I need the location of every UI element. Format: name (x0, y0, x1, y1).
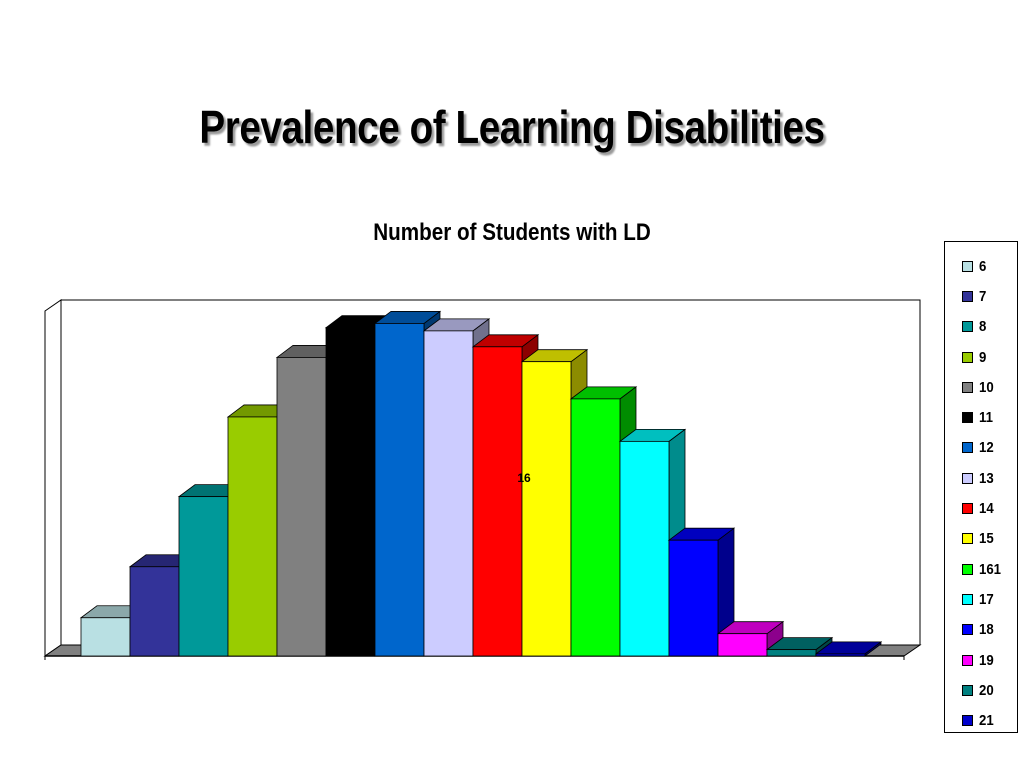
legend-label: 9 (979, 348, 987, 366)
legend-swatch (962, 563, 973, 575)
bar-front-7 (129, 566, 180, 657)
bar-front-9 (227, 416, 278, 657)
legend-item-14: 14 (962, 493, 1017, 523)
legend-item-17: 17 (962, 584, 1017, 614)
legend-item-6: 6 (962, 251, 1017, 281)
bar-front-15 (521, 361, 572, 657)
slide-title: Prevalence of Learning Disabilities (199, 101, 825, 153)
legend-item-15: 15 (962, 524, 1017, 554)
legend-swatch (962, 381, 973, 393)
legend-item-18: 18 (962, 615, 1017, 645)
chart-title: Number of Students with LD (373, 219, 651, 246)
legend-swatch (962, 624, 973, 636)
bar-20 (765, 636, 834, 657)
legend-swatch (962, 321, 973, 333)
legend-item-19: 19 (962, 645, 1017, 675)
bar-front-20 (766, 649, 817, 657)
legend-label: 13 (979, 469, 994, 487)
legend-item-8: 8 (962, 312, 1017, 342)
legend-label: 161 (979, 560, 1002, 578)
chart-legend: 6 7 8 9 10 11 12 13 14 15 161 17 18 19 20 21 (944, 241, 1018, 733)
legend-label: 11 (979, 409, 993, 427)
legend-item-13: 13 (962, 463, 1017, 493)
legend-swatch (962, 684, 973, 696)
legend-item-161: 161 (962, 554, 1017, 584)
legend-label: 17 (979, 590, 994, 608)
legend-swatch (962, 442, 973, 454)
legend-item-20: 20 (962, 675, 1017, 705)
bar-18 (667, 527, 736, 657)
bar-front-18 (668, 539, 719, 657)
bar-front-17 (619, 440, 670, 657)
legend-swatch (962, 715, 973, 727)
legend-swatch (962, 593, 973, 605)
legend-swatch (962, 260, 973, 272)
legend-label: 10 (979, 378, 994, 396)
legend-label: 7 (979, 287, 987, 305)
legend-swatch (962, 654, 973, 666)
bar-front-13 (423, 330, 474, 657)
legend-label: 8 (979, 318, 987, 336)
legend-item-7: 7 (962, 281, 1017, 311)
legend-label: 19 (979, 651, 994, 669)
legend-item-9: 9 (962, 342, 1017, 372)
legend-label: 12 (979, 439, 994, 457)
legend-label: 6 (979, 257, 987, 275)
legend-label: 21 (979, 712, 994, 730)
legend-item-12: 12 (962, 433, 1017, 463)
bar-front-161 (570, 398, 621, 657)
legend-label: 18 (979, 621, 994, 639)
bar-front-6 (80, 617, 131, 657)
legend-item-10: 10 (962, 372, 1017, 402)
legend-swatch (962, 503, 973, 515)
legend-swatch (962, 533, 973, 545)
legend-label: 20 (979, 681, 994, 699)
bar-front-12 (374, 323, 425, 657)
legend-item-11: 11 (962, 402, 1017, 432)
bar-front-8 (178, 496, 229, 657)
chart-side-wall (44, 299, 62, 657)
bar-front-10 (276, 357, 327, 657)
bar-12 (373, 310, 442, 657)
chart-annotation: 16 (517, 471, 531, 485)
bar-front-14 (472, 346, 523, 657)
bar-front-11 (325, 327, 376, 657)
legend-swatch (962, 351, 973, 363)
legend-label: 15 (979, 530, 994, 548)
legend-items: 6 7 8 9 10 11 12 13 14 15 161 17 18 19 20 21 (962, 251, 1017, 736)
bar-front-21 (815, 653, 866, 657)
legend-swatch (962, 412, 973, 424)
legend-swatch (962, 472, 973, 484)
legend-label: 14 (979, 500, 994, 518)
legend-item-21: 21 (962, 705, 1017, 735)
legend-swatch (962, 290, 973, 302)
bar-front-19 (717, 633, 768, 657)
chart-bars (79, 310, 883, 657)
bar-21 (814, 641, 883, 657)
